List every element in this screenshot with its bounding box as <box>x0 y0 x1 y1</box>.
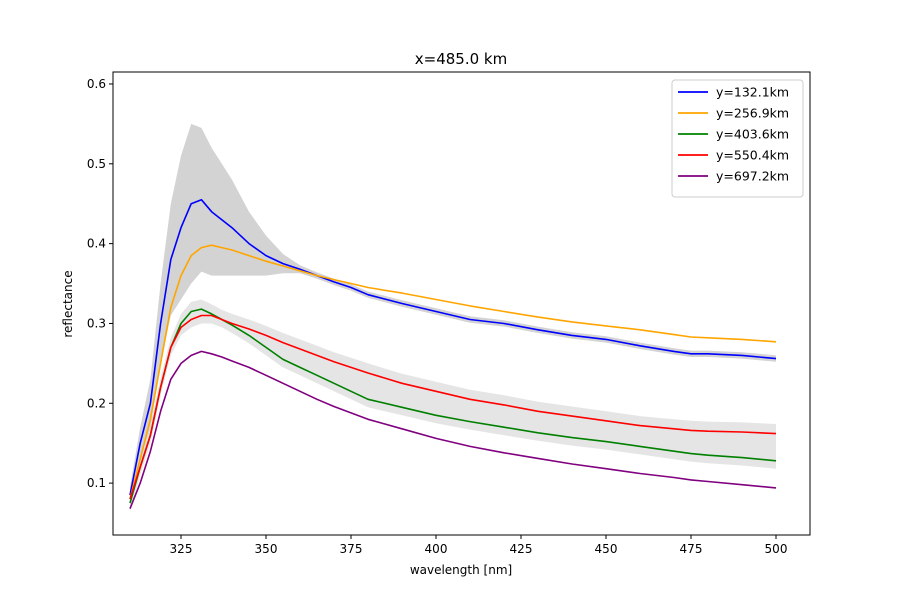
series-line-2 <box>129 308 777 504</box>
uncertainty-band-0 <box>130 123 776 504</box>
legend: y=132.1km y=256.9km y=403.6km y=550.4km y=69… <box>671 79 804 198</box>
y-tick-label-3: 0.4 <box>87 237 106 251</box>
x-tick-label-4: 425 <box>510 542 533 556</box>
series-line-1 <box>129 244 777 500</box>
plot-frame <box>112 71 811 536</box>
x-tick-label-0: 325 <box>170 542 193 556</box>
series-line-4 <box>129 350 777 509</box>
y-tick-label-4: 0.5 <box>87 157 106 171</box>
series-line-3 <box>129 314 777 500</box>
x-tick-label-5: 450 <box>595 542 618 556</box>
x-tick-label-7: 500 <box>765 542 788 556</box>
legend-label-0: y=132.1km <box>716 85 789 100</box>
series-line-0 <box>129 198 777 496</box>
x-tick-label-2: 375 <box>340 542 363 556</box>
legend-label-1: y=256.9km <box>716 106 789 121</box>
y-tick-label-1: 0.2 <box>87 396 106 410</box>
x-tick-label-3: 400 <box>425 542 448 556</box>
series-lines <box>129 198 777 509</box>
x-tick-label-6: 475 <box>680 542 703 556</box>
legend-label-4: y=697.2km <box>716 169 789 184</box>
y-axis-ticks: 0.1 0.2 0.3 0.4 0.5 0.6 <box>87 77 113 490</box>
x-axis-label: wavelength [nm] <box>410 563 512 577</box>
x-tick-label-1: 350 <box>255 542 278 556</box>
uncertainty-bands <box>130 123 776 512</box>
y-tick-label-2: 0.3 <box>87 316 106 330</box>
y-axis-label: reflectance <box>61 270 75 337</box>
legend-box <box>671 79 804 198</box>
uncertainty-band-middle <box>130 299 776 512</box>
legend-label-3: y=550.4km <box>716 148 789 163</box>
y-tick-label-5: 0.6 <box>87 77 106 91</box>
legend-label-2: y=403.6km <box>716 127 789 142</box>
y-tick-label-0: 0.1 <box>87 476 106 490</box>
x-axis-ticks: 325 350 375 400 425 450 475 500 <box>170 535 788 556</box>
chart-title: x=485.0 km <box>415 50 507 68</box>
